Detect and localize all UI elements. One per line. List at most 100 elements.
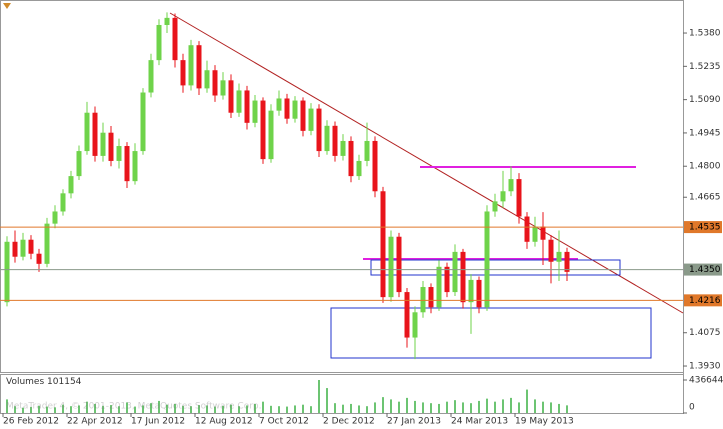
volume-bar: [174, 403, 176, 413]
candle-body: [476, 279, 482, 308]
candle-body: [268, 110, 274, 160]
candle-body: [68, 176, 74, 194]
candle-body: [180, 60, 186, 86]
candle-body: [204, 70, 210, 89]
candle-body: [52, 211, 58, 224]
candle-body: [92, 112, 98, 156]
volume-bar: [566, 405, 568, 413]
candle-body: [516, 179, 522, 217]
candle-body: [428, 287, 434, 308]
volume-bar: [230, 404, 232, 413]
candle-body: [500, 191, 506, 202]
volume-bar: [238, 406, 240, 413]
volume-bar: [86, 401, 88, 413]
x-tick-label: 27 Jan 2013: [387, 417, 441, 427]
candle-body: [548, 239, 554, 262]
volume-bar: [142, 405, 144, 413]
candle-body: [4, 241, 10, 303]
candle-body: [404, 292, 410, 338]
x-tick-label: 26 Feb 2012: [3, 417, 59, 427]
volume-bar: [558, 403, 560, 413]
price-level-box: [684, 221, 722, 234]
candle-body: [60, 193, 66, 212]
price-level-box: [684, 294, 722, 307]
volume-bar: [246, 405, 248, 413]
volume-bar: [14, 406, 16, 413]
y-tick-label: 1.4945: [689, 128, 721, 138]
candle-body: [508, 179, 514, 192]
volume-bar: [38, 405, 40, 413]
volume-bar: [446, 401, 448, 413]
chart-icon: [3, 3, 11, 9]
volume-tick-label: 436644: [689, 376, 723, 386]
volume-bar: [182, 405, 184, 413]
volume-bar: [422, 402, 424, 413]
candle-body: [116, 146, 122, 161]
volume-bar: [214, 406, 216, 413]
volume-bar: [126, 402, 128, 413]
volume-bar: [454, 400, 456, 413]
volume-bar: [342, 404, 344, 413]
y-tick-label: 1.4665: [689, 193, 721, 203]
volume-bar: [102, 405, 104, 413]
volume-bar: [158, 400, 160, 413]
volume-bar: [118, 406, 120, 413]
volume-bar: [134, 406, 136, 413]
volume-title-text: Volumes: [6, 377, 44, 387]
price-level-label: 1.4350: [689, 265, 721, 275]
volume-bar: [406, 397, 408, 413]
candle-body: [148, 60, 154, 93]
candle-body: [188, 45, 194, 86]
candle-body: [132, 151, 138, 182]
candle-body: [220, 80, 226, 96]
y-tick-label: 1.5090: [689, 95, 721, 105]
volume-bar: [358, 405, 360, 413]
volume-bar: [150, 403, 152, 413]
volume-bar: [478, 400, 480, 413]
candle-body: [244, 90, 250, 123]
candle-body: [124, 146, 130, 182]
volume-bar: [390, 399, 392, 413]
volume-bar: [398, 401, 400, 413]
volume-bar: [54, 407, 56, 413]
candle-body: [412, 312, 418, 338]
y-tick-label: 1.5380: [689, 29, 721, 39]
candle-body: [84, 112, 90, 152]
trend-line: [169, 12, 684, 314]
volume-bar: [374, 402, 376, 413]
candle-body: [564, 251, 570, 272]
zone-rectangle: [330, 307, 652, 359]
volume-bar: [550, 402, 552, 413]
volume-bar: [534, 399, 536, 413]
candle-body: [452, 251, 458, 293]
volume-bar: [310, 406, 312, 413]
volume-bar: [198, 405, 200, 413]
candle-body: [236, 90, 242, 113]
candle-body: [300, 100, 306, 131]
candle-body: [492, 201, 498, 212]
volume-bar: [414, 400, 416, 413]
volume-bar: [6, 399, 8, 413]
volume-bar: [542, 401, 544, 413]
volume-bar: [206, 405, 208, 413]
volume-bar: [438, 403, 440, 413]
candle-body: [356, 160, 362, 177]
candle-body: [36, 253, 42, 264]
candle-body: [340, 140, 346, 156]
candle-body: [196, 45, 202, 89]
plot: 1.5380 1.5235 1.5090 1.4945 1.4800 1.4665 1.40…: [0, 12, 723, 427]
volume-bar: [302, 404, 304, 413]
volume-bar: [294, 405, 296, 413]
price-level-box: [684, 263, 722, 276]
candle-body: [364, 140, 370, 161]
volume-bar: [470, 403, 472, 413]
y-tick-label: 1.4800: [689, 162, 721, 172]
y-tick-label: 1.5235: [689, 62, 721, 72]
candle-body: [532, 226, 538, 242]
candle-body: [284, 98, 290, 119]
x-tick-label: 19 May 2013: [515, 417, 574, 427]
candle-body: [524, 216, 530, 242]
candle-body: [468, 279, 474, 303]
